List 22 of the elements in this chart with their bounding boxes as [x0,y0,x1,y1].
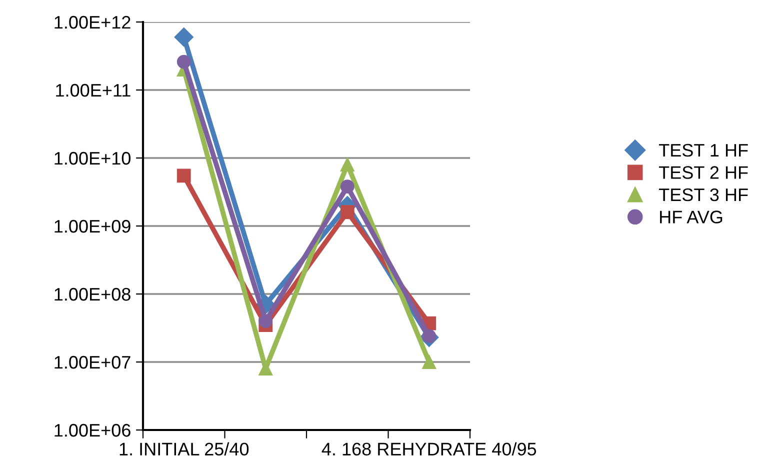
y-tick-label: 1.00E+06 [54,424,130,437]
legend-label: TEST 1 HF [658,144,748,157]
x-tick-label: 1. INITIAL 25/40 [120,442,249,456]
legend-label: TEST 3 HF [658,188,748,202]
point [340,158,354,172]
legend-label: HF AVG [660,210,722,224]
y-tick-label: 1.00E+08 [54,288,130,301]
point [176,168,191,183]
point [340,205,354,220]
y-tick-label: 1.00E+11 [56,84,130,97]
point [340,180,354,194]
point [258,314,273,328]
y-tick-label: 1.00E+07 [54,356,130,369]
y-tick-label: 1.00E+09 [54,220,130,233]
point [174,28,194,47]
legend-label: TEST 2 HF [658,166,748,179]
x-tick-label: 4. 168 REHYDRATE 40/95 [322,442,536,456]
point [422,329,436,344]
y-tick-label: 1.00E+10 [54,152,130,165]
point [176,54,191,69]
y-tick-label: 1.00E+12 [54,16,130,29]
point [422,355,436,369]
